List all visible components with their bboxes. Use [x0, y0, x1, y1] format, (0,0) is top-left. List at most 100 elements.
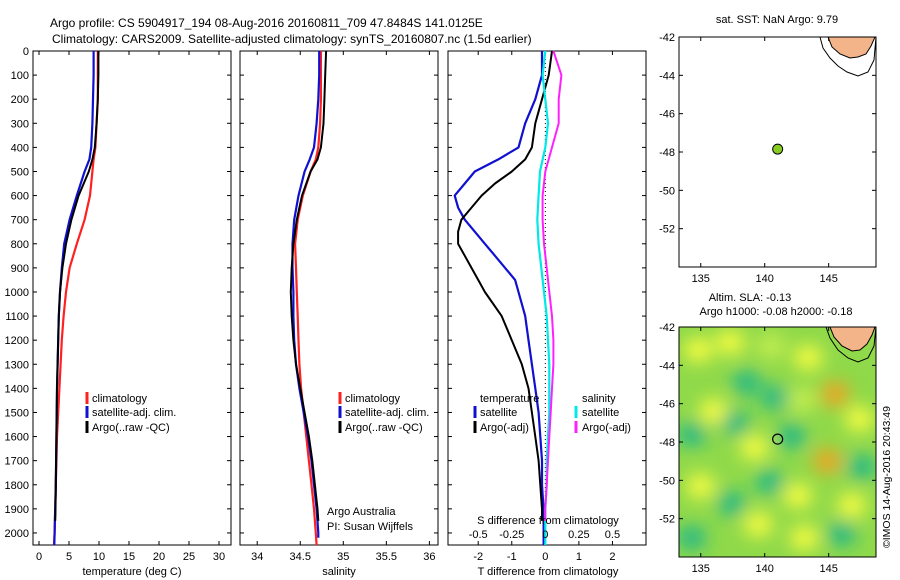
- x-tick-label: 20: [153, 551, 165, 563]
- salinity-legend: climatology satellite-adj. clim. Argo(..…: [338, 392, 429, 434]
- map-y-tick-label: -46: [659, 109, 675, 121]
- coastline-outline: [819, 37, 876, 77]
- salinity-x-label: salinity: [322, 566, 356, 578]
- s-diff-tick-label: 0.5: [605, 529, 620, 541]
- y-tick-label: 700: [11, 215, 29, 227]
- y-tick-label: 500: [11, 166, 29, 178]
- sla-blob-yellow: [684, 338, 713, 362]
- sla-blob-teal: [847, 454, 876, 479]
- salinity-axes-box: [239, 50, 439, 546]
- x-tick-label: 15: [123, 551, 135, 563]
- y-tick-label: 1100: [5, 311, 29, 323]
- sla-blob-teal: [827, 522, 856, 546]
- map-x-tick-label: 145: [819, 273, 837, 285]
- y-tick-label: 1500: [5, 407, 29, 419]
- y-tick-label: 400: [11, 142, 29, 154]
- s-diff-tick-label: 0.25: [568, 529, 589, 541]
- s-diff-tick-label: -0.5: [469, 529, 488, 541]
- y-tick-label: 100: [11, 70, 29, 82]
- sla-blob-teal: [760, 385, 789, 410]
- y-tick-label: 1600: [5, 432, 29, 444]
- salinity-annotation-line1: Argo Australia: [327, 506, 396, 518]
- map-x-tick-label: 145: [819, 563, 837, 575]
- series-line-argo-raw-qc-: [54, 51, 100, 521]
- sla-map-panel: Altim. SLA: -0.13 Argo h1000: -0.08 h200…: [659, 292, 893, 575]
- land-tasmania: [829, 327, 876, 352]
- sla-blob-teal: [679, 525, 706, 550]
- series-line-climatology: [294, 51, 322, 546]
- x-tick-label: 35: [337, 551, 349, 563]
- sla-blob-yellow: [790, 525, 819, 550]
- y-tick-label: 1900: [5, 504, 29, 516]
- map-x-tick-label: 135: [692, 273, 710, 285]
- map-x-tick-label: 140: [756, 563, 774, 575]
- difference-ticks: -2 -1 0 1 2: [448, 50, 646, 563]
- series-line-temperature-argo-adj-: [457, 50, 553, 521]
- sla-map-ticks: 135 140 145 -42 -44 -46 -48 -50 -52: [659, 322, 876, 575]
- sla-blob-teal: [755, 470, 784, 495]
- legend-label-temp-argo: Argo(-adj): [480, 422, 529, 434]
- sla-blob-teal: [717, 491, 746, 516]
- sla-background: [679, 327, 876, 557]
- salinity-ticks: 34 34.5 35 35.5 36: [240, 50, 438, 563]
- y-tick-label: 1700: [5, 456, 29, 468]
- series-line-argo-raw-qc-: [289, 50, 328, 521]
- map-y-tick-label: -42: [659, 32, 675, 44]
- x-tick-label: -1: [507, 551, 517, 563]
- argo-float-marker: [772, 143, 784, 155]
- sla-blob-teal: [732, 370, 761, 395]
- map-y-tick-label: -52: [659, 514, 675, 526]
- sst-map-panel: sat. SST: NaN Argo: 9.79 135 140 145 -42 -44…: [659, 14, 877, 285]
- map-y-tick-label: -46: [659, 399, 675, 411]
- y-tick-label: 800: [11, 239, 29, 251]
- sla-blob-teal: [777, 424, 806, 449]
- x-tick-label: 25: [183, 551, 195, 563]
- map-y-tick-label: -52: [659, 224, 675, 236]
- sla-blob-lightgreen: [757, 334, 786, 359]
- legend-label-argo: Argo(..raw -QC): [92, 422, 170, 434]
- sst-map-title: sat. SST: NaN Argo: 9.79: [716, 14, 838, 26]
- figure-title-line1: Argo profile: CS 5904917_194 08-Aug-2016…: [50, 16, 483, 30]
- legend-label-sal-satellite: satellite: [582, 407, 619, 419]
- sla-blob-yellow: [794, 345, 823, 370]
- y-tick-label: 0: [23, 46, 29, 58]
- difference-panel: -2 -1 0 1 2 temperature salinity satellite A…: [447, 50, 647, 578]
- series-line-salinity-argo-adj-: [541, 50, 563, 521]
- temperature-x-label: temperature (deg C): [82, 566, 181, 578]
- x-tick-label: 5: [66, 551, 72, 563]
- sla-blob-yellow: [744, 512, 773, 537]
- sla-blob-yellow: [837, 493, 866, 518]
- legend-label-climatology: climatology: [345, 393, 401, 405]
- sla-field: [679, 327, 876, 557]
- y-tick-label: 1200: [5, 335, 29, 347]
- salinity-series: [289, 50, 328, 546]
- x-tick-label: 10: [93, 551, 105, 563]
- legend-title-salinity: salinity: [582, 393, 616, 405]
- y-tick-label: 1400: [5, 383, 29, 395]
- map-y-tick-label: -42: [659, 322, 675, 334]
- sla-map-title-line2: Argo h1000: -0.08 h2000: -0.18: [700, 306, 853, 318]
- temperature-ticks: 0 5 10 15 20 25 300100200300400500600700800900…: [5, 46, 231, 563]
- series-line-temperature-satellite: [453, 51, 545, 545]
- x-tick-label: 1: [576, 551, 582, 563]
- sla-blob-yellow: [699, 399, 728, 424]
- sla-blob-orange: [821, 382, 850, 407]
- salinity-annotation-line2: PI: Susan Wijffels: [327, 521, 413, 533]
- sla-blob-yellow: [716, 330, 745, 355]
- temperature-series: [52, 51, 100, 546]
- difference-x-label: T difference from climatology: [478, 566, 619, 578]
- map-y-tick-label: -44: [659, 360, 675, 372]
- y-tick-label: 1800: [5, 480, 29, 492]
- x-tick-label: 0: [542, 551, 548, 563]
- x-tick-label: 2: [609, 551, 615, 563]
- s-diff-tick-label: 0: [542, 529, 548, 541]
- temperature-panel: 0 5 10 15 20 25 300100200300400500600700800900…: [5, 46, 232, 578]
- y-tick-label: 200: [11, 94, 29, 106]
- difference-series: [453, 50, 563, 545]
- sla-anomaly-blobs: [679, 330, 876, 550]
- sla-blob-yellow: [740, 435, 769, 460]
- argo-float-marker: [772, 433, 784, 445]
- x-tick-label: 30: [213, 551, 225, 563]
- sla-blob-lightgreen: [787, 387, 816, 412]
